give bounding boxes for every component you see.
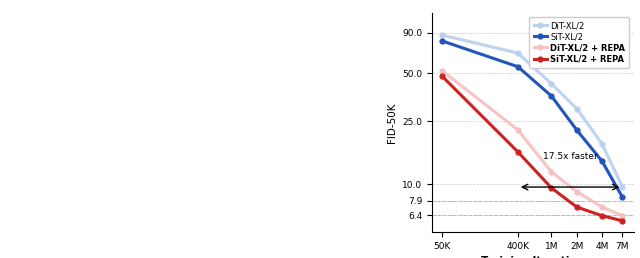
DiT-XL/2: [598, 142, 606, 145]
DiT-XL/2: [573, 107, 580, 110]
Line: DiT-XL/2: DiT-XL/2: [440, 33, 625, 189]
SiT-XL/2 + REPA: [619, 219, 627, 222]
SiT-XL/2 + REPA: [573, 205, 580, 208]
Line: SiT-XL/2 + REPA: SiT-XL/2 + REPA: [440, 74, 625, 223]
DiT-XL/2: [619, 186, 627, 189]
Text: 17.5x faster: 17.5x faster: [543, 152, 598, 162]
DiT-XL/2: [514, 52, 522, 55]
DiT-XL/2: [548, 82, 556, 85]
SiT-XL/2 + REPA: [514, 150, 522, 154]
SiT-XL/2: [598, 160, 606, 163]
SiT-XL/2: [548, 94, 556, 98]
SiT-XL/2: [438, 39, 446, 42]
DiT-XL/2: [438, 34, 446, 37]
SiT-XL/2 + REPA: [598, 214, 606, 217]
Y-axis label: FID-50K: FID-50K: [387, 102, 397, 143]
SiT-XL/2 + REPA: [548, 186, 556, 189]
DiT-XL/2 + REPA: [514, 128, 522, 132]
SiT-XL/2: [573, 128, 580, 132]
DiT-XL/2 + REPA: [438, 69, 446, 72]
DiT-XL/2 + REPA: [573, 190, 580, 193]
DiT-XL/2 + REPA: [619, 214, 627, 217]
SiT-XL/2: [619, 196, 627, 199]
X-axis label: Training Iteration: Training Iteration: [481, 256, 584, 258]
Line: DiT-XL/2 + REPA: DiT-XL/2 + REPA: [440, 68, 625, 218]
SiT-XL/2: [514, 65, 522, 68]
Line: SiT-XL/2: SiT-XL/2: [440, 38, 625, 200]
Legend: DiT-XL/2, SiT-XL/2, DiT-XL/2 + REPA, SiT-XL/2 + REPA: DiT-XL/2, SiT-XL/2, DiT-XL/2 + REPA, SiT…: [529, 17, 629, 68]
SiT-XL/2 + REPA: [438, 75, 446, 78]
DiT-XL/2 + REPA: [598, 205, 606, 208]
DiT-XL/2 + REPA: [548, 170, 556, 173]
